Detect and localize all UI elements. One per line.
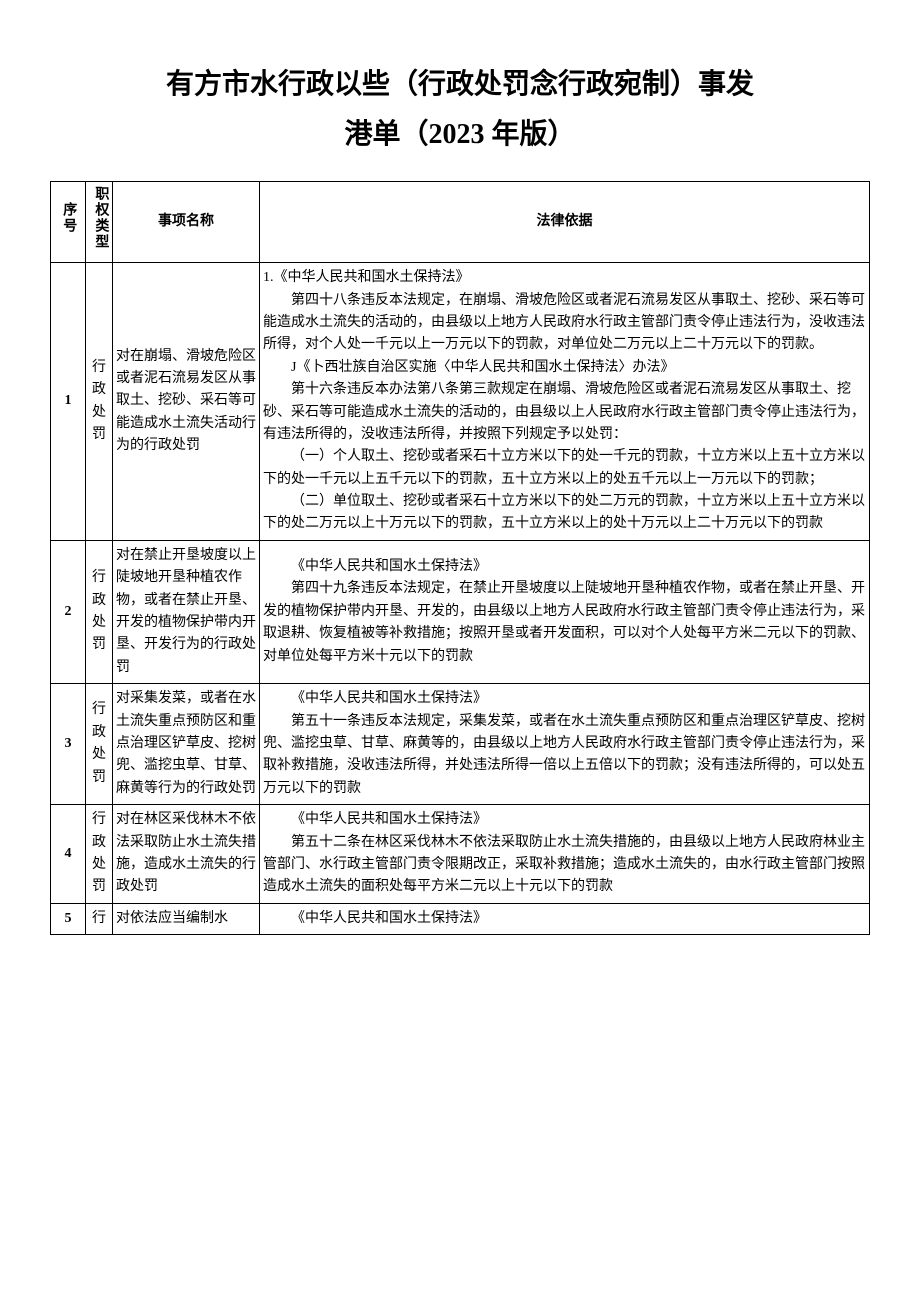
cell-name: 对依法应当编制水 <box>113 903 260 934</box>
basis-line: 《中华人民共和国水土保持法》 <box>263 908 866 930</box>
basis-line: 第五十一条违反本法规定，采集发菜，或者在水土流失重点预防区和重点治理区铲草皮、挖… <box>263 711 866 801</box>
basis-line: 1.《中华人民共和国水土保持法》 <box>263 267 866 289</box>
document-title: 有方市水行政以些（行政处罚念行政宛制）事发 港单（2023 年版） <box>50 60 870 161</box>
cell-name: 对在崩塌、滑坡危险区或者泥石流易发区从事取土、挖砂、采石等可能造成水土流失活动行… <box>113 263 260 541</box>
basis-line: 第四十八条违反本法规定，在崩塌、滑坡危险区或者泥石流易发区从事取土、挖砂、采石等… <box>263 290 866 357</box>
basis-line: 第五十二条在林区采伐林木不依法采取防止水土流失措施的，由县级以上地方人民政府林业… <box>263 832 866 899</box>
basis-line: 第四十九条违反本法规定，在禁止开垦坡度以上陡坡地开垦种植农作物，或者在禁止开垦、… <box>263 578 866 668</box>
cell-name: 对在林区采伐林木不依法采取防止水土流失措施，造成水土流失的行政处罚 <box>113 805 260 904</box>
cell-name: 对采集发菜，或者在水土流失重点预防区和重点治理区铲草皮、挖树兜、滥挖虫草、甘草、… <box>113 684 260 805</box>
header-num: 序号 <box>51 181 86 262</box>
header-name: 事项名称 <box>113 181 260 262</box>
header-type: 职权类型 <box>86 181 113 262</box>
cell-basis: 《中华人民共和国水土保持法》第五十一条违反本法规定，采集发菜，或者在水土流失重点… <box>260 684 870 805</box>
header-basis: 法律依据 <box>260 181 870 262</box>
table-row: 2行政处罚对在禁止开垦坡度以上陡坡地开垦种植农作物，或者在禁止开垦、开发的植物保… <box>51 540 870 683</box>
title-line-1: 有方市水行政以些（行政处罚念行政宛制）事发 <box>50 60 870 110</box>
cell-num: 5 <box>51 903 86 934</box>
cell-num: 2 <box>51 540 86 683</box>
cell-num: 1 <box>51 263 86 541</box>
cell-basis: 《中华人民共和国水土保持法》第四十九条违反本法规定，在禁止开垦坡度以上陡坡地开垦… <box>260 540 870 683</box>
cell-type: 行政处罚 <box>86 263 113 541</box>
header-row: 序号 职权类型 事项名称 法律依据 <box>51 181 870 262</box>
cell-name: 对在禁止开垦坡度以上陡坡地开垦种植农作物，或者在禁止开垦、开发的植物保护带内开垦… <box>113 540 260 683</box>
basis-line: 《中华人民共和国水土保持法》 <box>263 688 866 710</box>
basis-line: 第十六条违反本办法第八条第三款规定在崩塌、滑坡危险区或者泥石流易发区从事取土、挖… <box>263 379 866 446</box>
table-row: 5行对依法应当编制水《中华人民共和国水土保持法》 <box>51 903 870 934</box>
cell-num: 3 <box>51 684 86 805</box>
basis-line: J《卜西壮族自治区实施〈中华人民共和国水土保持法〉办法》 <box>263 357 866 379</box>
cell-type: 行政处罚 <box>86 684 113 805</box>
basis-line: （一）个人取土、挖砂或者采石十立方米以下的处一千元的罚款，十立方米以上五十立方米… <box>263 446 866 491</box>
cell-num: 4 <box>51 805 86 904</box>
cell-type: 行 <box>86 903 113 934</box>
table-row: 4行政处罚对在林区采伐林木不依法采取防止水土流失措施，造成水土流失的行政处罚《中… <box>51 805 870 904</box>
cell-type: 行政处罚 <box>86 540 113 683</box>
table-row: 3行政处罚对采集发菜，或者在水土流失重点预防区和重点治理区铲草皮、挖树兜、滥挖虫… <box>51 684 870 805</box>
basis-line: （二）单位取土、挖砂或者采石十立方米以下的处二万元的罚款，十立方米以上五十立方米… <box>263 491 866 536</box>
table-body: 1行政处罚对在崩塌、滑坡危险区或者泥石流易发区从事取土、挖砂、采石等可能造成水土… <box>51 263 870 935</box>
basis-line: 《中华人民共和国水土保持法》 <box>263 556 866 578</box>
cell-basis: 《中华人民共和国水土保持法》 <box>260 903 870 934</box>
table-row: 1行政处罚对在崩塌、滑坡危险区或者泥石流易发区从事取土、挖砂、采石等可能造成水土… <box>51 263 870 541</box>
cell-basis: 1.《中华人民共和国水土保持法》第四十八条违反本法规定，在崩塌、滑坡危险区或者泥… <box>260 263 870 541</box>
main-table: 序号 职权类型 事项名称 法律依据 1行政处罚对在崩塌、滑坡危险区或者泥石流易发… <box>50 181 870 935</box>
title-line-2: 港单（2023 年版） <box>50 110 870 160</box>
cell-type: 行政处罚 <box>86 805 113 904</box>
basis-line: 《中华人民共和国水土保持法》 <box>263 809 866 831</box>
cell-basis: 《中华人民共和国水土保持法》第五十二条在林区采伐林木不依法采取防止水土流失措施的… <box>260 805 870 904</box>
